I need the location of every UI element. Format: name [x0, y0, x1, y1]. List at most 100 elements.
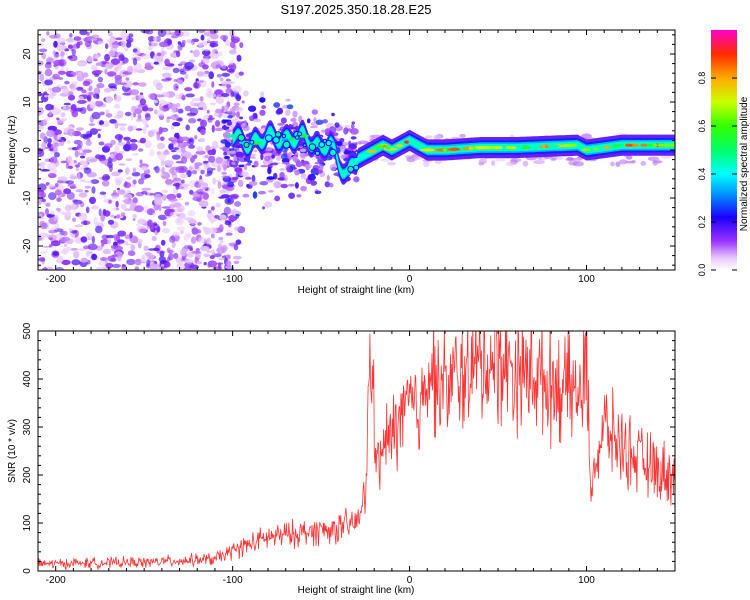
spectrogram-blob — [202, 246, 210, 252]
spectrogram-blob — [132, 236, 139, 244]
spectrogram-blob — [134, 108, 143, 115]
spectrogram-blob — [113, 233, 118, 242]
spectrogram-blob — [105, 95, 113, 104]
spectrogram-blob — [127, 125, 134, 132]
spectrogram-blob — [494, 158, 507, 162]
spectrogram-blob — [121, 264, 126, 268]
spectrogram-blob — [209, 30, 219, 35]
spectrogram-blob — [46, 61, 52, 65]
spectrogram-blob — [200, 119, 207, 128]
spectrogram-blob — [140, 30, 150, 34]
spectrogram-blob — [66, 191, 75, 200]
spectrogram-blob — [166, 116, 172, 120]
spectrogram-blob — [219, 77, 224, 82]
spectrogram-blob — [82, 80, 91, 87]
spectrogram-blob — [162, 220, 167, 226]
spectrogram-blob — [239, 116, 244, 120]
spectrogram-blob — [118, 163, 126, 166]
spectrogram-blob — [264, 201, 273, 208]
spectrogram-blob — [88, 85, 93, 92]
spectrogram-blob — [169, 235, 176, 243]
spectrogram-blob — [350, 127, 359, 135]
spectrogram-blob — [276, 107, 284, 115]
spectrogram-blob — [299, 148, 307, 153]
spectrogram-blob — [270, 162, 279, 166]
spectrogram-blob — [202, 105, 207, 111]
spectrogram-blob — [40, 192, 47, 198]
spectrogram-blob — [189, 189, 194, 195]
spectrogram-blob — [167, 103, 178, 110]
x-tick-label: 100 — [578, 274, 595, 285]
spectrogram-blob — [38, 257, 46, 262]
spectrogram-blob — [69, 175, 78, 180]
spectrogram-blob — [156, 142, 166, 150]
spectrogram-blob — [110, 245, 119, 249]
spectrogram-blob — [44, 94, 48, 98]
spectrogram-blob — [303, 173, 307, 181]
spectrogram-blob — [315, 169, 324, 174]
spectrogram-blob — [114, 121, 119, 129]
spectrogram-blob — [160, 136, 165, 142]
spectrogram-blob — [286, 104, 294, 110]
spectrogram-blob — [273, 181, 282, 189]
ridge-spot — [272, 136, 280, 144]
spectrogram-blob — [214, 112, 219, 116]
spectrogram-blob — [259, 97, 266, 103]
spectrogram-blob — [241, 171, 249, 177]
spectrogram-blob — [74, 107, 84, 112]
spectrogram-blob — [73, 160, 77, 164]
spectrogram-blob — [166, 256, 171, 262]
spectrogram-blob — [68, 165, 73, 169]
spectrogram-blob — [77, 172, 81, 180]
spectrogram-blob — [134, 266, 140, 270]
spectrogram-blob — [225, 232, 233, 236]
ridge-spot — [547, 144, 560, 148]
spectrogram-blob — [156, 133, 161, 141]
spectrogram-blob — [175, 94, 181, 100]
spectrogram-blob — [142, 105, 149, 112]
spectrogram-blob — [179, 173, 188, 178]
spectrogram-blob — [99, 191, 107, 195]
ridge-spot — [640, 143, 649, 147]
spectrogram-blob — [296, 194, 302, 198]
spectrogram-blob — [69, 83, 75, 89]
spectrogram-blob — [202, 55, 212, 60]
x-tick-label: -200 — [46, 274, 66, 285]
spectrogram-blob — [167, 39, 172, 45]
ridge-spot — [282, 140, 291, 149]
spectrogram-blob — [119, 126, 126, 132]
ridge-spot — [564, 143, 578, 147]
spectrogram-blob — [111, 263, 121, 268]
spectrogram-blob — [172, 231, 180, 236]
spectrogram-blob — [117, 169, 123, 173]
spectrogram-blob — [157, 30, 167, 37]
spectrogram-blob — [63, 102, 71, 106]
spectrogram-blob — [47, 125, 57, 132]
spectrogram-blob — [168, 198, 178, 202]
spectrogram-blob — [68, 94, 75, 101]
spectrogram-blob — [192, 82, 201, 89]
spectrogram-blob — [156, 52, 162, 57]
spectrogram-blob — [186, 170, 192, 178]
spectrogram-blob — [232, 255, 242, 260]
x-tick-label: 100 — [578, 575, 595, 586]
spectrogram-blob — [158, 41, 169, 48]
spectrogram-blob — [243, 163, 248, 171]
spectrogram-blob — [135, 118, 143, 122]
ridge-spot — [281, 133, 287, 139]
spectrogram-blob — [139, 137, 147, 144]
spectrogram-blob — [148, 40, 152, 46]
spectrogram-blob — [221, 119, 227, 124]
spectrogram-blob — [147, 191, 151, 196]
spectrogram-blob — [160, 159, 165, 166]
spectrogram-blob — [155, 35, 161, 43]
spectrogram-blob — [38, 143, 42, 147]
spectrogram-blob — [147, 45, 153, 51]
spectrogram-blob — [139, 228, 147, 234]
spectrogram-blob — [132, 179, 137, 185]
spectrogram-blob — [198, 137, 206, 143]
spectrogram-blob — [165, 77, 173, 81]
spectrogram-blob — [226, 84, 232, 89]
ridge-spot — [347, 165, 355, 173]
spectrogram-blob — [134, 258, 142, 266]
